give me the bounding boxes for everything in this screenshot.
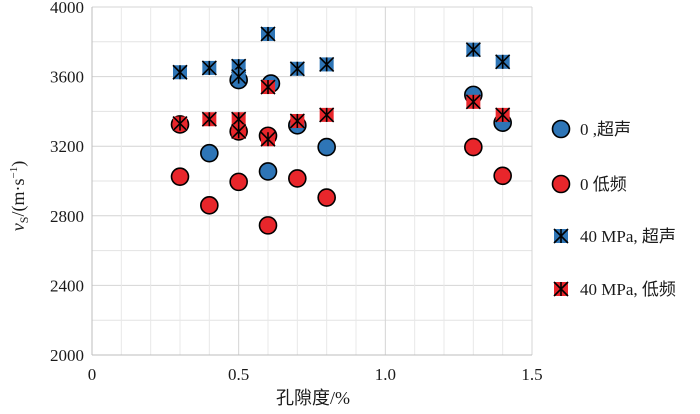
data-point — [200, 196, 219, 215]
y-tick-label: 2000 — [50, 346, 84, 365]
data-point — [319, 56, 335, 72]
data-point — [317, 137, 336, 157]
legend-label: 0 ,超声 — [580, 120, 631, 139]
x-axis-label: 孔隙度/% — [276, 388, 350, 408]
legend: 0 ,超声 0 低频 40 MPa, 超声 40 MPa, 低频 — [551, 119, 676, 299]
data-point — [260, 79, 276, 95]
data-point — [229, 172, 248, 192]
y-tick-label: 2800 — [50, 207, 84, 226]
data-point — [465, 42, 481, 58]
y-axis-label-sup: −1 — [8, 167, 20, 179]
legend-marker — [553, 281, 569, 297]
grid-lines — [91, 6, 533, 356]
data-point — [317, 188, 336, 207]
y-axis-label: vS/(m·s−1) — [8, 161, 31, 231]
data-points — [170, 26, 512, 235]
data-point — [464, 137, 483, 157]
axes — [91, 7, 532, 356]
data-point — [201, 60, 217, 76]
data-point — [172, 64, 188, 80]
y-tick-label: 2400 — [50, 276, 84, 295]
data-point — [200, 143, 219, 163]
data-point — [260, 26, 276, 42]
x-tick-label: 0.5 — [228, 365, 249, 384]
data-point — [172, 116, 188, 132]
legend-marker — [551, 119, 571, 139]
y-axis-label-sub: S — [17, 217, 31, 224]
data-point — [231, 69, 247, 85]
y-tick-label: 3200 — [50, 137, 84, 156]
x-tick-label: 1.5 — [521, 365, 542, 384]
data-point — [493, 166, 512, 186]
data-point — [258, 162, 278, 181]
y-tick-label: 3600 — [50, 68, 84, 87]
data-point — [289, 61, 305, 77]
data-point — [258, 216, 278, 235]
legend-marker — [551, 174, 571, 194]
y-axis-label-rest: /(m·s — [8, 179, 29, 217]
legend-item: 0 低频 — [551, 174, 627, 194]
data-point — [319, 107, 335, 123]
data-point — [465, 94, 481, 110]
legend-label: 0 低频 — [580, 175, 627, 194]
legend-item: 40 MPa, 超声 — [553, 227, 676, 246]
y-axis-label-main: v — [8, 223, 28, 231]
data-point — [495, 54, 511, 70]
y-axis-label-close: ) — [8, 161, 29, 167]
legend-item: 40 MPa, 低频 — [553, 280, 676, 299]
legend-item: 0 ,超声 — [551, 119, 631, 139]
x-tick-labels: 0 0.5 1.0 1.5 — [88, 365, 543, 384]
data-point — [231, 111, 247, 127]
legend-label: 40 MPa, 低频 — [580, 280, 676, 299]
data-point — [289, 113, 305, 129]
data-point — [288, 169, 307, 188]
x-tick-label: 0 — [88, 365, 97, 384]
y-tick-label: 4000 — [50, 0, 84, 17]
data-point — [170, 167, 190, 186]
data-point — [260, 131, 276, 147]
legend-marker — [553, 228, 569, 244]
legend-label: 40 MPa, 超声 — [580, 227, 676, 246]
series-4 — [172, 79, 511, 147]
data-point — [201, 111, 217, 127]
y-tick-labels: 2000 2400 2800 3200 3600 4000 — [50, 0, 84, 365]
data-point — [231, 123, 247, 139]
data-point — [495, 107, 511, 123]
series-3 — [172, 26, 511, 85]
x-tick-label: 1.0 — [375, 365, 396, 384]
